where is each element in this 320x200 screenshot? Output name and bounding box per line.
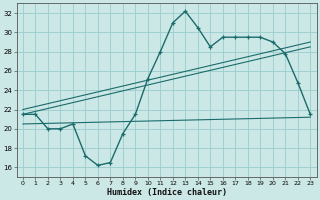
X-axis label: Humidex (Indice chaleur): Humidex (Indice chaleur) [107,188,227,197]
